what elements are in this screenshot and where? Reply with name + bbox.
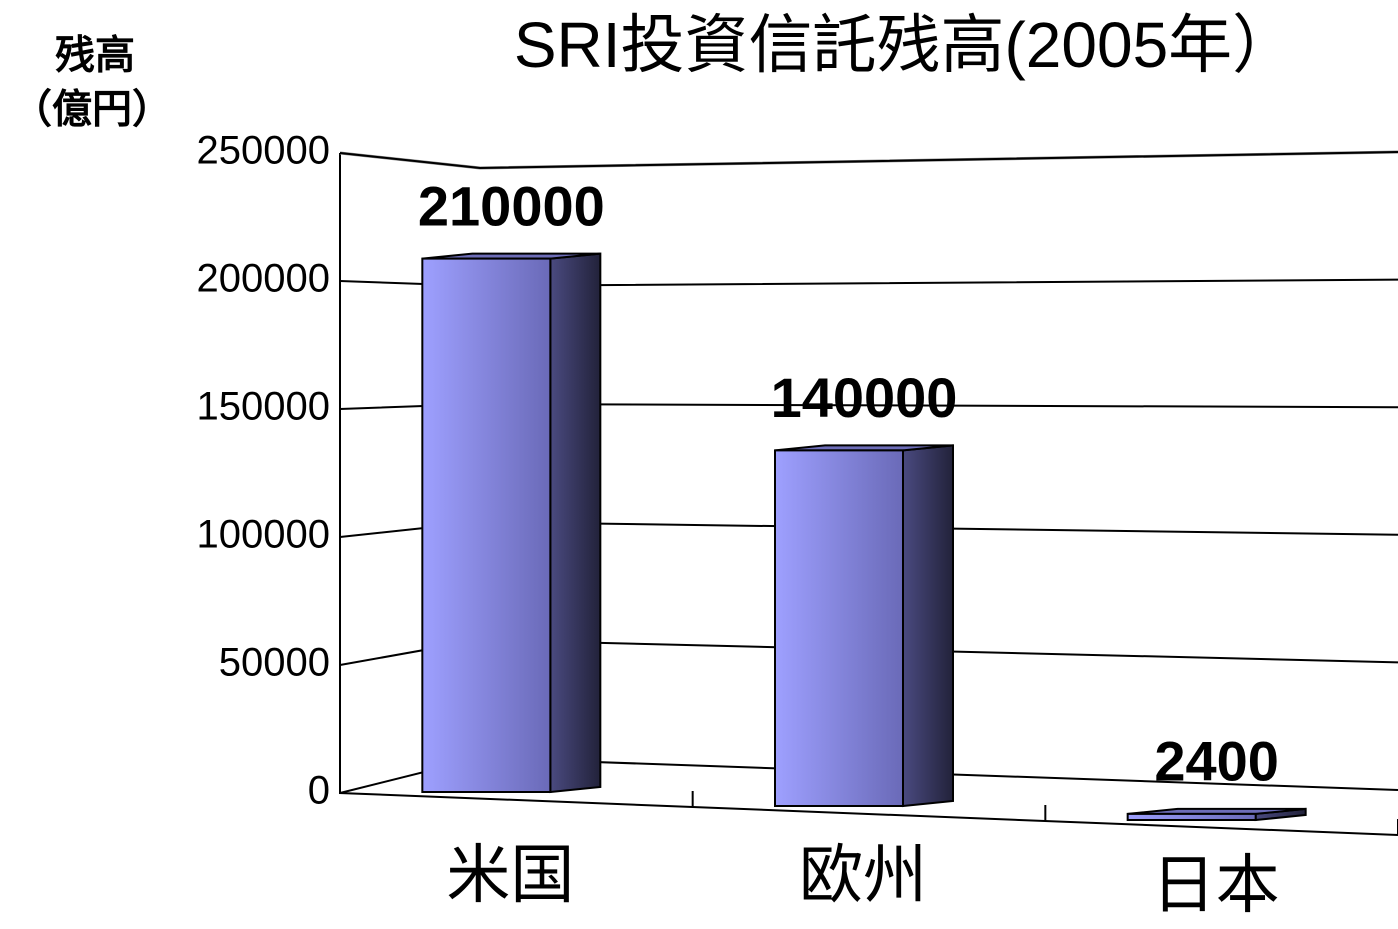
data-label: 140000 [771,366,958,429]
y-axis-label: 残高 [55,34,135,78]
y-tick-label: 150000 [197,385,330,429]
data-label: 2400 [1154,730,1279,793]
grid-line [339,151,1398,170]
x-tick-label: 日本 [1152,849,1280,921]
x-tick-label: 米国 [446,839,574,911]
y-axis-label: （億円） [12,88,172,132]
x-tick-label: 欧州 [799,839,927,911]
data-label: 210000 [418,174,605,237]
bar-front [1126,812,1257,821]
bar-front [774,449,904,807]
chart-title: SRI投資信託残高(2005年） [514,9,1296,81]
bar [421,252,602,794]
bar-front [421,257,552,794]
bar [1126,807,1307,822]
bar [774,444,954,808]
y-tick-label: 250000 [197,129,330,173]
y-tick-label: 200000 [197,257,330,301]
y-tick-label: 0 [308,769,330,813]
bar-side [549,252,602,794]
bar-side [902,444,954,808]
y-tick-label: 50000 [219,641,330,685]
y-tick-label: 100000 [197,513,330,557]
